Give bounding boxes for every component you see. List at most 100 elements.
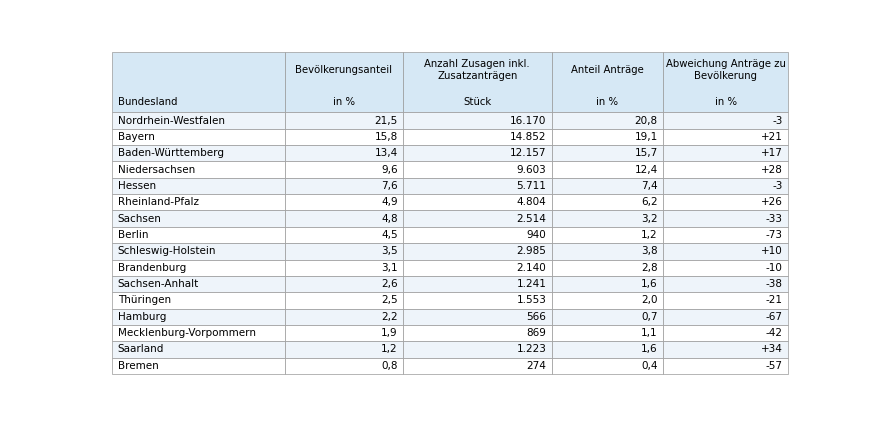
Text: 2.140: 2.140	[516, 262, 546, 273]
Bar	[403, 308, 552, 325]
Bar	[112, 162, 284, 178]
Bar	[112, 227, 284, 243]
Text: Saarland: Saarland	[118, 344, 164, 354]
Text: -3: -3	[773, 181, 783, 191]
Bar	[663, 112, 788, 129]
Text: 5.711: 5.711	[516, 181, 546, 191]
Text: -33: -33	[766, 214, 783, 224]
Bar	[552, 162, 664, 178]
Text: Stück: Stück	[463, 97, 492, 107]
Bar	[403, 194, 552, 211]
Bar	[403, 325, 552, 341]
Text: Abweichung Anträge zu
Bevölkerung: Abweichung Anträge zu Bevölkerung	[665, 60, 786, 81]
Text: Bundesland: Bundesland	[118, 97, 177, 107]
Bar	[663, 325, 788, 341]
Bar	[112, 129, 284, 145]
Text: 2,6: 2,6	[381, 279, 398, 289]
Text: 20,8: 20,8	[635, 116, 657, 126]
Bar	[403, 145, 552, 162]
Text: in %: in %	[596, 97, 618, 107]
Bar	[112, 325, 284, 341]
Bar	[403, 260, 552, 276]
Text: Hessen: Hessen	[118, 181, 156, 191]
Text: -67: -67	[766, 312, 783, 322]
Text: 2.514: 2.514	[516, 214, 546, 224]
Text: -10: -10	[766, 262, 783, 273]
Bar	[663, 260, 788, 276]
Text: 21,5: 21,5	[374, 116, 398, 126]
Bar	[284, 243, 403, 260]
Text: Nordrhein-Westfalen: Nordrhein-Westfalen	[118, 116, 225, 126]
Text: Bayern: Bayern	[118, 132, 154, 142]
Text: 2.985: 2.985	[516, 246, 546, 256]
Bar	[663, 341, 788, 357]
Bar	[663, 52, 788, 112]
Bar	[284, 325, 403, 341]
Text: 4,8: 4,8	[381, 214, 398, 224]
Bar	[403, 211, 552, 227]
Bar	[403, 227, 552, 243]
Bar	[284, 308, 403, 325]
Bar	[403, 129, 552, 145]
Text: Sachsen: Sachsen	[118, 214, 161, 224]
Bar	[284, 178, 403, 194]
Text: 19,1: 19,1	[635, 132, 657, 142]
Bar	[284, 194, 403, 211]
Bar	[552, 260, 664, 276]
Bar	[112, 276, 284, 292]
Bar	[403, 178, 552, 194]
Text: +34: +34	[761, 344, 783, 354]
Bar	[552, 194, 664, 211]
Bar	[112, 211, 284, 227]
Bar	[552, 211, 664, 227]
Bar	[284, 145, 403, 162]
Text: in %: in %	[715, 97, 737, 107]
Bar	[403, 357, 552, 374]
Text: 274: 274	[527, 361, 546, 371]
Text: 4.804: 4.804	[516, 197, 546, 207]
Bar	[403, 243, 552, 260]
Text: 15,8: 15,8	[374, 132, 398, 142]
Text: 9.603: 9.603	[516, 165, 546, 175]
Bar	[663, 194, 788, 211]
Bar	[284, 341, 403, 357]
Text: 1,9: 1,9	[381, 328, 398, 338]
Bar	[552, 145, 664, 162]
Text: 0,4: 0,4	[641, 361, 657, 371]
Bar	[552, 112, 664, 129]
Text: +10: +10	[761, 246, 783, 256]
Text: 16.170: 16.170	[510, 116, 546, 126]
Bar	[112, 178, 284, 194]
Text: Mecklenburg-Vorpommern: Mecklenburg-Vorpommern	[118, 328, 255, 338]
Bar	[284, 292, 403, 308]
Bar	[112, 292, 284, 308]
Text: 13,4: 13,4	[374, 148, 398, 158]
Text: Baden-Württemberg: Baden-Württemberg	[118, 148, 224, 158]
Bar	[403, 162, 552, 178]
Text: 1,2: 1,2	[381, 344, 398, 354]
Bar	[552, 325, 664, 341]
Bar	[663, 276, 788, 292]
Text: 3,5: 3,5	[381, 246, 398, 256]
Bar	[284, 129, 403, 145]
Text: 4,5: 4,5	[381, 230, 398, 240]
Text: in %: in %	[333, 97, 355, 107]
Bar	[663, 162, 788, 178]
Text: 12.157: 12.157	[510, 148, 546, 158]
Bar	[403, 292, 552, 308]
Bar	[552, 292, 664, 308]
Bar	[663, 308, 788, 325]
Bar	[663, 178, 788, 194]
Text: -73: -73	[766, 230, 783, 240]
Bar	[663, 292, 788, 308]
Text: 3,8: 3,8	[641, 246, 657, 256]
Text: -38: -38	[766, 279, 783, 289]
Text: Brandenburg: Brandenburg	[118, 262, 186, 273]
Text: 940: 940	[527, 230, 546, 240]
Bar	[112, 260, 284, 276]
Text: +17: +17	[761, 148, 783, 158]
Bar	[552, 357, 664, 374]
Text: 14.852: 14.852	[510, 132, 546, 142]
Bar	[403, 52, 552, 112]
Text: 0,8: 0,8	[381, 361, 398, 371]
